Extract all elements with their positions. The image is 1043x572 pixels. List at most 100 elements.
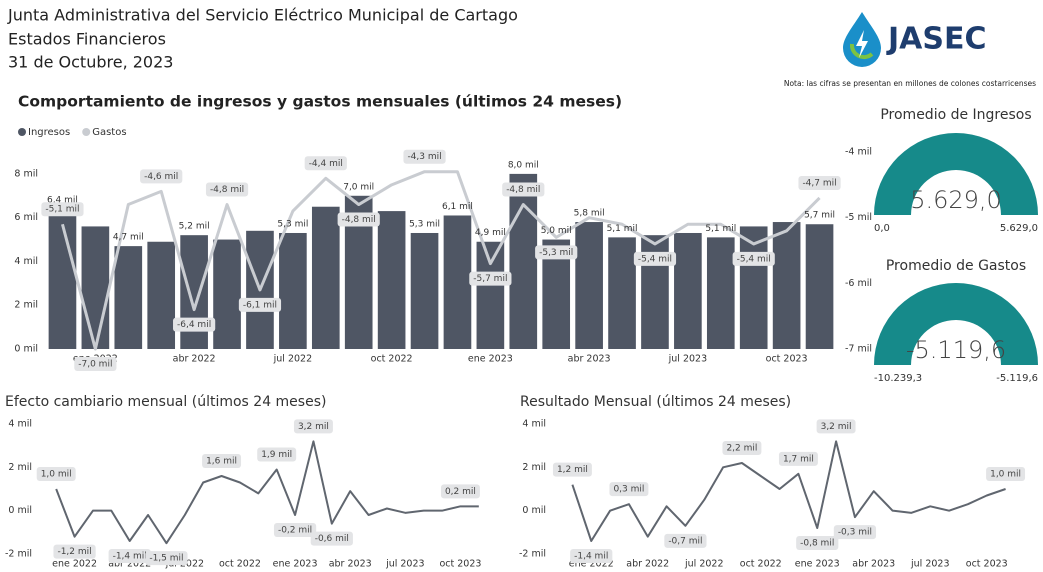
line <box>571 440 1006 542</box>
data-label: -0,3 mil <box>838 528 872 538</box>
chart-title: Resultado Mensual (últimos 24 meses) <box>520 394 791 410</box>
bar <box>476 241 505 349</box>
label-bg <box>722 441 762 455</box>
x-tick-label: oct 2023 <box>439 559 481 570</box>
data-label: -5,7 mil <box>473 274 507 284</box>
gauge-min: -10.239,3 <box>874 373 922 384</box>
data-label: 4,9 mil <box>475 228 506 238</box>
x-tick-label: ene 2022 <box>52 559 97 570</box>
x-tick-label: ene 2023 <box>273 559 318 570</box>
data-label: 2,2 mil <box>726 444 757 454</box>
gauge-min: 0,0 <box>874 223 890 234</box>
label-bg <box>41 202 84 217</box>
bar <box>279 232 307 349</box>
x-tick-label: oct 2023 <box>766 354 808 365</box>
data-label: 7,0 mil <box>343 182 374 192</box>
x-tick-label: jul 2023 <box>668 354 708 365</box>
logo-text: JASEC <box>886 22 987 57</box>
x-tick-label: abr 2023 <box>329 559 372 570</box>
label-bg <box>732 251 775 266</box>
bar <box>48 208 77 349</box>
y-tick-label: 2 mil <box>14 300 38 311</box>
bar <box>443 215 472 349</box>
legend-label: Gastos <box>92 127 126 138</box>
y-tick-label: 0 mil <box>14 344 38 355</box>
y-tick-label: 6 mil <box>14 212 38 223</box>
data-label: -6,4 mil <box>177 320 211 330</box>
gauge-title: Promedio de Gastos <box>886 258 1026 274</box>
y-tick-label: 8 mil <box>14 168 38 179</box>
y-tick-label: 4 mil <box>522 419 546 430</box>
x-tick-label: oct 2022 <box>219 559 261 570</box>
y2-tick-label: -7 mil <box>845 344 872 355</box>
label-bg <box>202 454 242 468</box>
label-bg <box>74 357 117 371</box>
label-bg <box>796 536 839 550</box>
data-label: -4,8 mil <box>210 185 244 195</box>
label-bg <box>310 531 353 546</box>
data-label: 5,3 mil <box>277 219 308 229</box>
data-label: -5,4 mil <box>737 254 771 264</box>
label-bg <box>535 245 578 260</box>
label-bg <box>140 169 183 184</box>
data-label: 5,1 mil <box>705 224 736 234</box>
data-label: -1,5 mil <box>149 554 183 564</box>
data-label: -0,7 mil <box>668 536 702 546</box>
gauge-value: 5.629,0 <box>910 186 1002 214</box>
logo-swoosh <box>849 43 874 60</box>
x-tick-label: oct 2022 <box>740 559 782 570</box>
label-bg <box>304 156 347 171</box>
data-label: 0,3 mil <box>613 485 644 495</box>
bar <box>805 224 834 349</box>
data-label: -7,0 mil <box>78 360 112 370</box>
y2-tick-label: -6 mil <box>845 278 872 289</box>
label-bg <box>798 175 841 190</box>
gauge-max: 5.629,0 <box>1000 223 1038 234</box>
label-bg <box>238 297 282 312</box>
y-tick-label: -2 mil <box>519 549 546 560</box>
data-label: 1,2 mil <box>557 465 588 475</box>
label-bg <box>173 317 216 332</box>
data-label: -4,8 mil <box>342 215 376 225</box>
label-bg <box>816 419 856 434</box>
data-label: -4,6 mil <box>144 172 178 182</box>
x-tick-label: abr 2022 <box>108 559 151 570</box>
data-label: 1,0 mil <box>990 470 1021 480</box>
x-tick-label: oct 2023 <box>966 559 1008 570</box>
label-bg <box>633 251 677 266</box>
label-bg <box>552 462 592 477</box>
x-tick-label: jul 2023 <box>385 559 425 570</box>
x-tick-label: jul 2022 <box>684 559 724 570</box>
bar <box>739 226 768 349</box>
bar <box>377 211 406 349</box>
line <box>61 170 821 351</box>
bar <box>772 222 801 349</box>
x-tick-label: abr 2022 <box>173 354 216 365</box>
x-tick-label: ene 2022 <box>569 559 614 570</box>
data-label: 6,1 mil <box>442 202 473 212</box>
bar <box>509 173 538 349</box>
header-date: 31 de Octubre, 2023 <box>8 53 173 72</box>
data-label: -6,1 mil <box>243 300 277 310</box>
label-bg <box>53 544 96 559</box>
bar <box>180 235 208 349</box>
label-bg <box>778 451 818 466</box>
header-subtitle: Estados Financieros <box>8 30 166 49</box>
label-bg <box>108 549 151 563</box>
data-label: 5,1 mil <box>607 224 638 234</box>
bar <box>311 206 340 349</box>
legend-swatch <box>18 128 26 136</box>
x-tick-label: abr 2023 <box>568 354 611 365</box>
y-tick-label: 0 mil <box>522 505 546 516</box>
label-bg <box>609 482 649 497</box>
label-bg <box>664 533 707 548</box>
data-label: 6,4 mil <box>47 195 78 205</box>
data-label: -4,7 mil <box>802 178 836 188</box>
data-label: 5,2 mil <box>179 222 210 232</box>
label-bg <box>257 447 297 462</box>
label-bg <box>502 182 545 197</box>
logo: JASEC <box>843 12 987 67</box>
bar <box>608 237 636 349</box>
gauge-fill <box>874 133 1038 215</box>
